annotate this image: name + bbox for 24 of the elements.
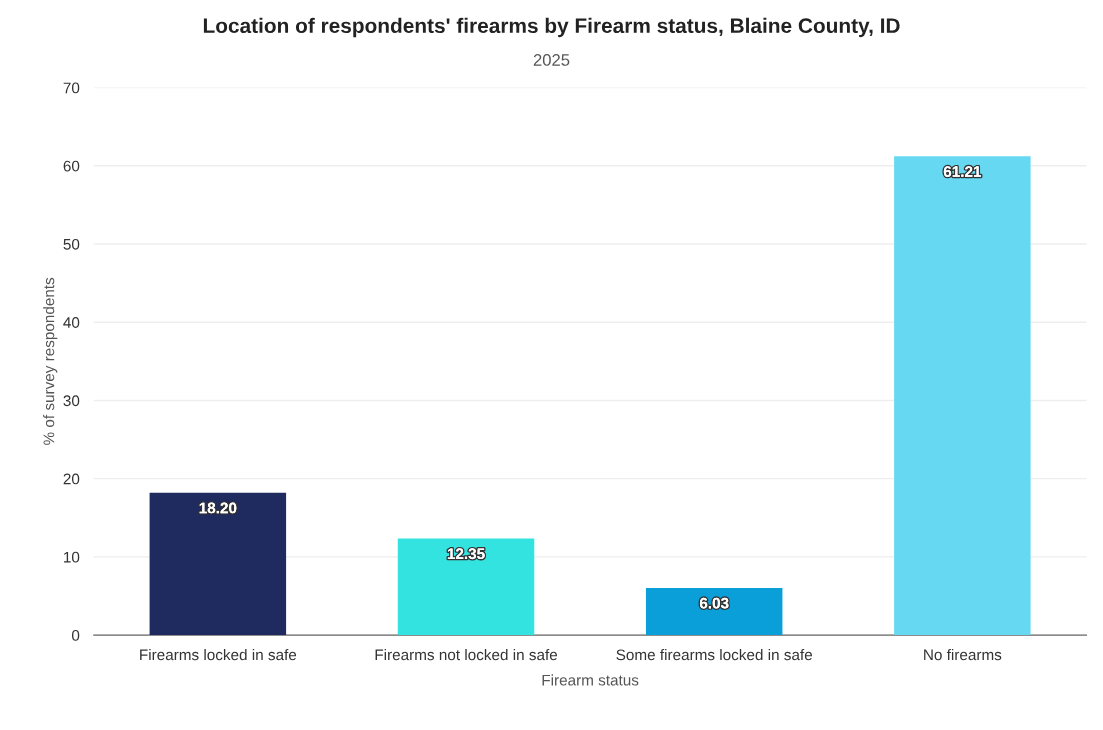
y-axis-title: % of survey respondents xyxy=(43,277,58,445)
y-tick-label: 60 xyxy=(63,160,80,172)
bar xyxy=(149,492,287,636)
data-label: 12.35 xyxy=(447,548,485,560)
data-label: 61.21 xyxy=(943,166,982,177)
chart-title: Location of respondents' firearms by Firearm status, Blaine County, ID xyxy=(203,17,900,38)
y-tick-label: 0 xyxy=(71,629,80,641)
y-tick-label: 10 xyxy=(64,551,80,563)
y-tick-label: 50 xyxy=(63,238,80,250)
chart-subtitle: 2025 xyxy=(533,54,570,66)
data-label: 6.03 xyxy=(699,597,729,609)
x-tick-label: Firearms not locked in safe xyxy=(375,648,558,661)
data-label: 18.20 xyxy=(199,502,237,514)
bar xyxy=(397,538,535,636)
y-tick-label: 40 xyxy=(63,317,80,328)
x-tick-label: Firearms locked in safe xyxy=(140,648,297,661)
y-tick-label: 20 xyxy=(63,473,80,485)
x-axis-title: Firearm status xyxy=(542,674,639,686)
bar xyxy=(645,587,783,636)
y-tick-label: 70 xyxy=(63,82,80,94)
bar xyxy=(894,156,1031,636)
x-tick-label: Some firearms locked in safe xyxy=(616,648,813,661)
y-tick-label: 30 xyxy=(63,395,80,407)
x-tick-label: No firearms xyxy=(924,648,1002,661)
